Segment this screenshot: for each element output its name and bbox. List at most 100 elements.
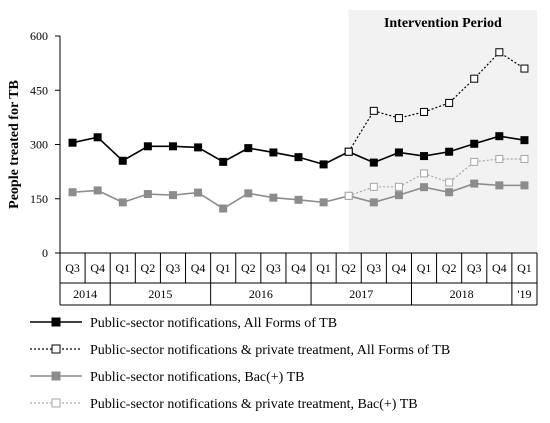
x-tick-quarter: Q3 [366, 261, 381, 275]
x-tick-quarter: Q1 [517, 261, 532, 275]
data-point-marker [194, 143, 203, 152]
x-tick-quarter: Q3 [65, 261, 80, 275]
data-point-marker [445, 98, 454, 107]
data-point-marker [294, 153, 303, 162]
x-tick-quarter: Q2 [241, 261, 256, 275]
data-point-marker [420, 169, 429, 178]
data-point-marker [470, 157, 479, 166]
x-tick-quarter: Q1 [115, 261, 130, 275]
intervention-shade [348, 10, 537, 253]
data-point-marker [68, 138, 77, 147]
x-tick-quarter: Q2 [141, 261, 156, 275]
data-point-marker [143, 142, 152, 151]
x-tick-quarter: Q2 [341, 261, 356, 275]
x-tick-quarter: Q2 [442, 261, 457, 275]
data-point-marker [369, 106, 378, 115]
data-point-marker [520, 64, 529, 73]
data-point-marker [470, 74, 479, 83]
data-point-marker [369, 182, 378, 191]
data-point-marker [495, 154, 504, 163]
y-tick-label: 0 [42, 246, 48, 260]
data-point-marker [93, 133, 102, 142]
series-line [348, 158, 525, 197]
data-point-marker [520, 154, 529, 163]
y-axis-title: People treated for TB [7, 80, 22, 209]
data-point-marker [219, 204, 228, 213]
data-point-marker [470, 179, 479, 188]
legend: Public-sector notifications, All Forms o… [30, 316, 450, 412]
data-point-marker [445, 178, 454, 187]
legend-label: Public-sector notifications, All Forms o… [90, 316, 337, 331]
y-tick-label: 150 [30, 192, 48, 206]
legend-marker [51, 344, 61, 354]
data-point-marker [420, 183, 429, 192]
x-tick-year: 2014 [73, 287, 97, 301]
x-tick-year: 2018 [450, 287, 474, 301]
series-lines [68, 48, 529, 213]
data-point-marker [495, 48, 504, 57]
data-point-marker [269, 193, 278, 202]
data-point-marker [168, 142, 177, 151]
data-point-marker [219, 157, 228, 166]
data-point-marker [344, 147, 353, 156]
y-axis: 0 150 300 450 600 [30, 29, 61, 260]
data-point-marker [319, 198, 328, 207]
data-point-marker [445, 147, 454, 156]
data-point-marker [118, 156, 127, 165]
x-tick-quarter: Q3 [166, 261, 181, 275]
data-point-marker [143, 190, 152, 199]
x-axis: Q3 Q4 Q1 Q2 Q3 Q4 Q1 Q2 Q3 Q4 Q1 Q2 Q3 Q4 Q1 Q2 Q3 Q4 Q1 20… [59, 252, 538, 306]
x-tick-quarter: Q4 [392, 261, 407, 275]
data-point-marker [420, 152, 429, 161]
x-tick-year: '19 [517, 287, 531, 301]
data-point-marker [319, 160, 328, 169]
legend-label: Public-sector notifications, Bac(+) TB [90, 370, 304, 385]
x-tick-quarter: Q4 [191, 261, 206, 275]
y-tick-label: 600 [30, 29, 48, 43]
data-point-marker [470, 139, 479, 148]
x-tick-quarter: Q4 [90, 261, 105, 275]
data-point-marker [369, 158, 378, 167]
data-point-marker [394, 114, 403, 123]
legend-marker [51, 317, 61, 327]
data-point-marker [420, 107, 429, 116]
data-point-marker [520, 181, 529, 190]
x-tick-year: 2015 [148, 287, 172, 301]
data-point-marker [394, 148, 403, 157]
y-tick-label: 450 [30, 83, 48, 97]
legend-marker [51, 371, 61, 381]
x-tick-quarter: Q4 [291, 261, 306, 275]
data-point-marker [369, 198, 378, 207]
y-tick-label: 300 [30, 138, 48, 152]
x-tick-quarter: Q3 [467, 261, 482, 275]
data-point-marker [445, 188, 454, 197]
x-tick-quarter: Q3 [266, 261, 281, 275]
data-point-marker [244, 144, 253, 153]
x-tick-quarter: Q1 [417, 261, 432, 275]
data-point-marker [394, 182, 403, 191]
data-point-marker [344, 191, 353, 200]
data-point-marker [168, 191, 177, 200]
data-point-marker [294, 195, 303, 204]
data-point-marker [118, 198, 127, 207]
data-point-marker [93, 186, 102, 195]
data-point-marker [394, 191, 403, 200]
data-point-marker [495, 181, 504, 190]
data-point-marker [520, 136, 529, 145]
x-tick-quarter: Q1 [316, 261, 331, 275]
intervention-period-label: Intervention Period [384, 16, 502, 31]
legend-label: Public-sector notifications & private tr… [90, 343, 450, 358]
x-tick-year: 2016 [249, 287, 273, 301]
data-point-marker [244, 189, 253, 198]
data-point-marker [269, 148, 278, 157]
legend-label: Public-sector notifications & private tr… [90, 397, 418, 412]
x-tick-quarter: Q4 [492, 261, 507, 275]
data-point-marker [194, 188, 203, 197]
x-tick-year: 2017 [349, 287, 373, 301]
data-point-marker [495, 132, 504, 141]
series-line [348, 51, 525, 153]
x-tick-quarter: Q1 [216, 261, 231, 275]
legend-marker [51, 398, 61, 408]
data-point-marker [68, 188, 77, 197]
